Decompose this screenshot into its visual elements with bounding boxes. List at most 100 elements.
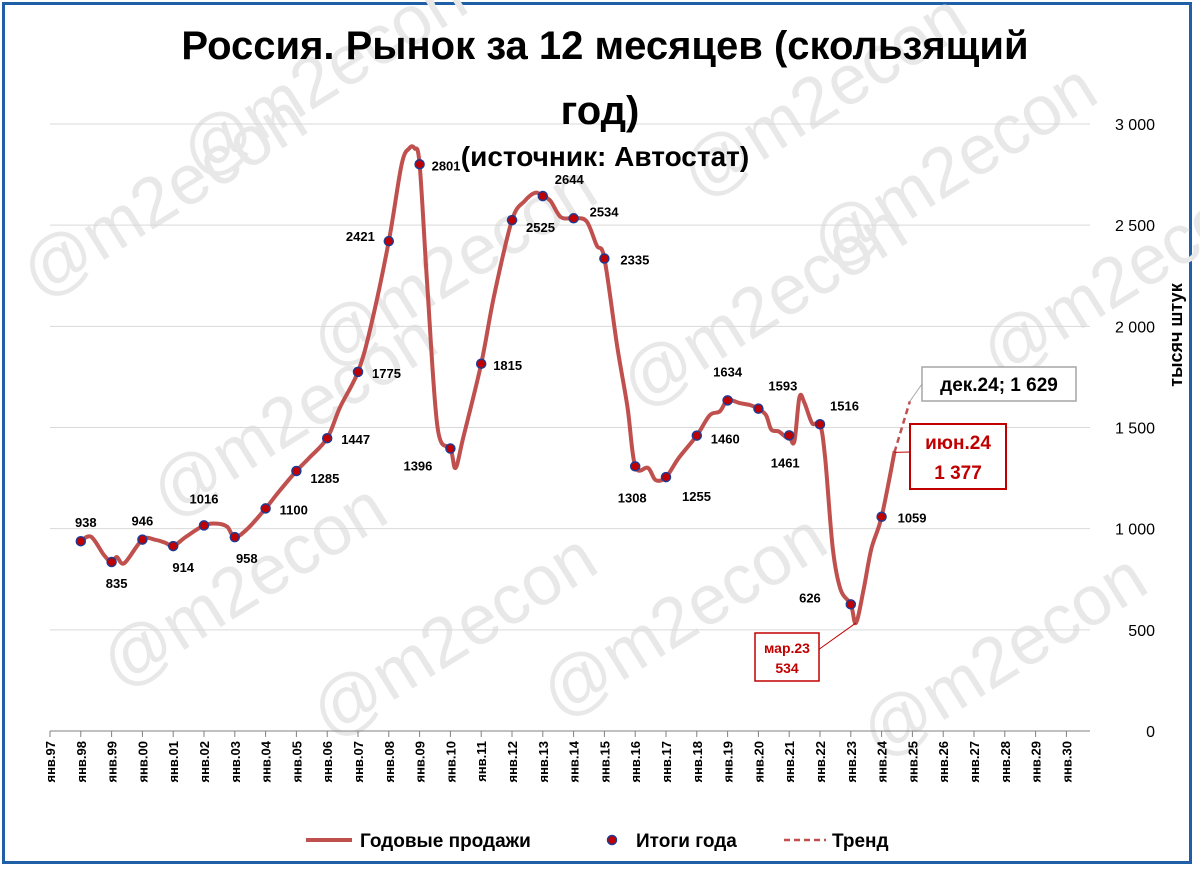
- x-tick-label: янв.03: [228, 741, 243, 783]
- x-tick-label: янв.07: [351, 741, 366, 783]
- x-tick-label: янв.00: [135, 741, 150, 783]
- data-label: 1396: [403, 459, 432, 474]
- y-tick-label: 3 000: [1115, 117, 1155, 134]
- year-marker: [229, 531, 241, 543]
- year-marker: [691, 430, 703, 441]
- x-tick-label: янв.10: [443, 741, 458, 783]
- x-tick-label: янв.28: [998, 741, 1013, 783]
- data-label: 1100: [280, 502, 308, 517]
- callout-jun24-value: 1 377: [934, 463, 982, 484]
- year-marker: [352, 366, 364, 378]
- data-label: 1593: [768, 379, 797, 394]
- x-tick-label: янв.22: [813, 741, 828, 783]
- watermark-text: @m2econ: [847, 537, 1160, 773]
- data-label: 2525: [526, 220, 555, 235]
- callout-dec24-box: [921, 366, 1077, 402]
- data-label: 2534: [590, 204, 620, 219]
- legend-trend-label: Тренд: [832, 831, 889, 852]
- data-label: 1516: [830, 398, 859, 413]
- x-tick-label: янв.98: [74, 741, 89, 783]
- callout-mar23-label: мар.23: [764, 640, 810, 656]
- x-tick-label: янв.23: [844, 741, 859, 783]
- x-tick-label: янв.24: [875, 740, 890, 782]
- data-label: 2644: [555, 172, 585, 187]
- y-tick-label: 0: [1146, 724, 1155, 741]
- year-marker: [383, 235, 395, 247]
- x-tick-label: янв.30: [1059, 741, 1074, 783]
- year-marker: [845, 599, 857, 610]
- y-tick-label: 1 000: [1115, 522, 1155, 539]
- data-label: 1447: [341, 432, 370, 447]
- x-tick-label: янв.01: [166, 741, 181, 783]
- data-label: 1634: [713, 364, 743, 379]
- callout-leader: [817, 622, 857, 651]
- x-tick-label: янв.14: [567, 740, 582, 782]
- data-label: 835: [106, 576, 128, 591]
- year-marker: [106, 556, 117, 568]
- callout-leader: [909, 383, 923, 402]
- callout-jun24-label: июн.24: [925, 433, 991, 454]
- data-label: 1285: [310, 471, 339, 486]
- x-tick-label: янв.15: [597, 741, 612, 783]
- x-tick-label: янв.26: [936, 741, 951, 783]
- data-label: 1059: [898, 511, 927, 526]
- x-tick-label: янв.97: [43, 741, 58, 783]
- x-tick-label: янв.11: [474, 741, 489, 782]
- watermark-text: @m2econ: [137, 297, 450, 533]
- y-tick-label: 2 500: [1115, 218, 1155, 235]
- year-marker: [537, 190, 549, 202]
- data-label: 938: [75, 515, 97, 530]
- data-label: 914: [172, 560, 194, 575]
- year-marker: [783, 430, 795, 441]
- data-label: 1308: [618, 490, 647, 505]
- x-tick-label: янв.29: [1029, 741, 1044, 783]
- data-label: 2421: [346, 229, 375, 244]
- year-marker: [291, 465, 302, 477]
- x-tick-label: янв.08: [382, 741, 397, 783]
- year-marker: [75, 535, 87, 547]
- data-label: 958: [236, 551, 258, 566]
- y-tick-label: 500: [1128, 623, 1155, 640]
- year-marker: [599, 253, 610, 264]
- year-marker: [722, 395, 733, 406]
- year-marker: [260, 503, 271, 514]
- callout-mar23-box: [754, 632, 820, 682]
- data-label: 1815: [493, 358, 522, 373]
- year-marker: [568, 213, 579, 224]
- x-tick-label: янв.18: [690, 741, 705, 783]
- x-tick-label: янв.12: [505, 741, 520, 783]
- data-label: 1461: [771, 455, 800, 470]
- year-marker: [506, 214, 518, 226]
- chart-title-line-2: год): [561, 89, 640, 133]
- year-marker: [660, 471, 672, 483]
- year-marker: [198, 520, 210, 531]
- data-label: 626: [799, 590, 821, 605]
- x-tick-label: янв.19: [721, 741, 736, 783]
- year-marker: [445, 443, 456, 454]
- y-tick-label: 2 000: [1115, 319, 1155, 336]
- callout-mar23-value: 534: [775, 660, 799, 676]
- trend-line: [893, 401, 912, 453]
- callout-jun24-box: [909, 423, 1007, 490]
- year-marker: [876, 511, 887, 522]
- x-tick-label: янв.21: [782, 741, 797, 783]
- x-tick-label: янв.04: [259, 740, 274, 782]
- data-label: 946: [132, 514, 154, 529]
- callout-dec24-text: дек.24; 1 629: [940, 375, 1058, 396]
- x-tick-label: янв.05: [289, 741, 304, 783]
- data-label: 2801: [432, 158, 461, 173]
- year-marker: [167, 540, 179, 552]
- year-marker: [629, 461, 641, 472]
- x-tick-label: янв.02: [197, 741, 212, 783]
- year-marker: [321, 432, 333, 444]
- x-tick-label: янв.20: [751, 741, 766, 783]
- data-label: 1255: [682, 489, 711, 504]
- y-axis-label: тысяч штук: [1166, 282, 1186, 386]
- year-marker: [137, 534, 148, 545]
- x-tick-label: янв.25: [905, 741, 920, 783]
- y-tick-label: 1 500: [1115, 421, 1155, 438]
- x-tick-label: янв.06: [320, 741, 335, 783]
- x-tick-label: янв.16: [628, 741, 643, 783]
